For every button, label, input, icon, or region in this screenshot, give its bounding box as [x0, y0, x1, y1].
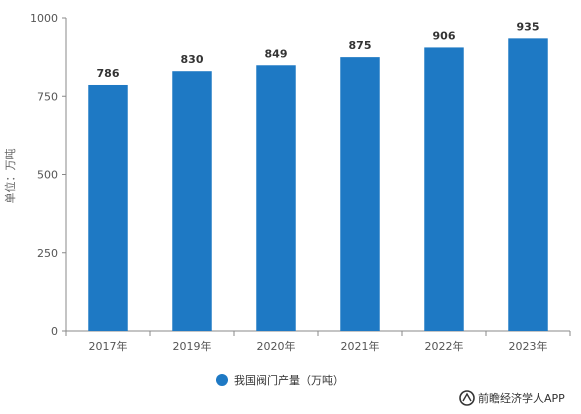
x-tick-label: 2019年 — [173, 339, 212, 353]
bar — [88, 84, 128, 332]
bar — [508, 38, 548, 331]
source-attribution: 前瞻经济学人APP — [459, 390, 565, 406]
legend-swatch-icon — [216, 374, 228, 386]
y-tick-label: 1000 — [30, 12, 58, 25]
x-tick-label: 2023年 — [509, 339, 548, 353]
data-labels: 786 830 849 875 906 935 — [97, 20, 540, 80]
bar — [340, 57, 380, 331]
y-tick-label: 750 — [37, 90, 58, 103]
bar — [424, 47, 464, 332]
data-label: 935 — [517, 20, 540, 33]
x-axis: 2017年 2019年 2020年 2021年 2022年 2023年 — [65, 330, 571, 353]
bar — [256, 65, 296, 331]
data-label: 875 — [349, 39, 372, 52]
source-text: 前瞻经济学人APP — [478, 391, 565, 405]
x-tick-label: 2022年 — [425, 339, 464, 353]
y-tick-label: 500 — [37, 169, 58, 182]
qianzhan-logo-icon — [459, 390, 475, 406]
y-tick-label: 250 — [37, 247, 58, 260]
x-tick-label: 2017年 — [89, 339, 128, 353]
bar — [172, 71, 212, 332]
data-label: 786 — [97, 67, 120, 80]
y-axis-title: 单位：万吨 — [3, 149, 17, 204]
y-tick-label: 0 — [51, 325, 58, 338]
data-label: 906 — [433, 29, 456, 42]
legend-label: 我国阀门产量（万吨） — [234, 373, 344, 387]
legend: 我国阀门产量（万吨） — [216, 373, 344, 387]
data-label: 830 — [181, 53, 204, 66]
x-tick-label: 2021年 — [341, 339, 380, 353]
x-tick-label: 2020年 — [257, 339, 296, 353]
y-axis: 0 250 500 750 1000 — [30, 12, 67, 338]
bars — [88, 38, 548, 332]
data-label: 849 — [265, 47, 288, 60]
